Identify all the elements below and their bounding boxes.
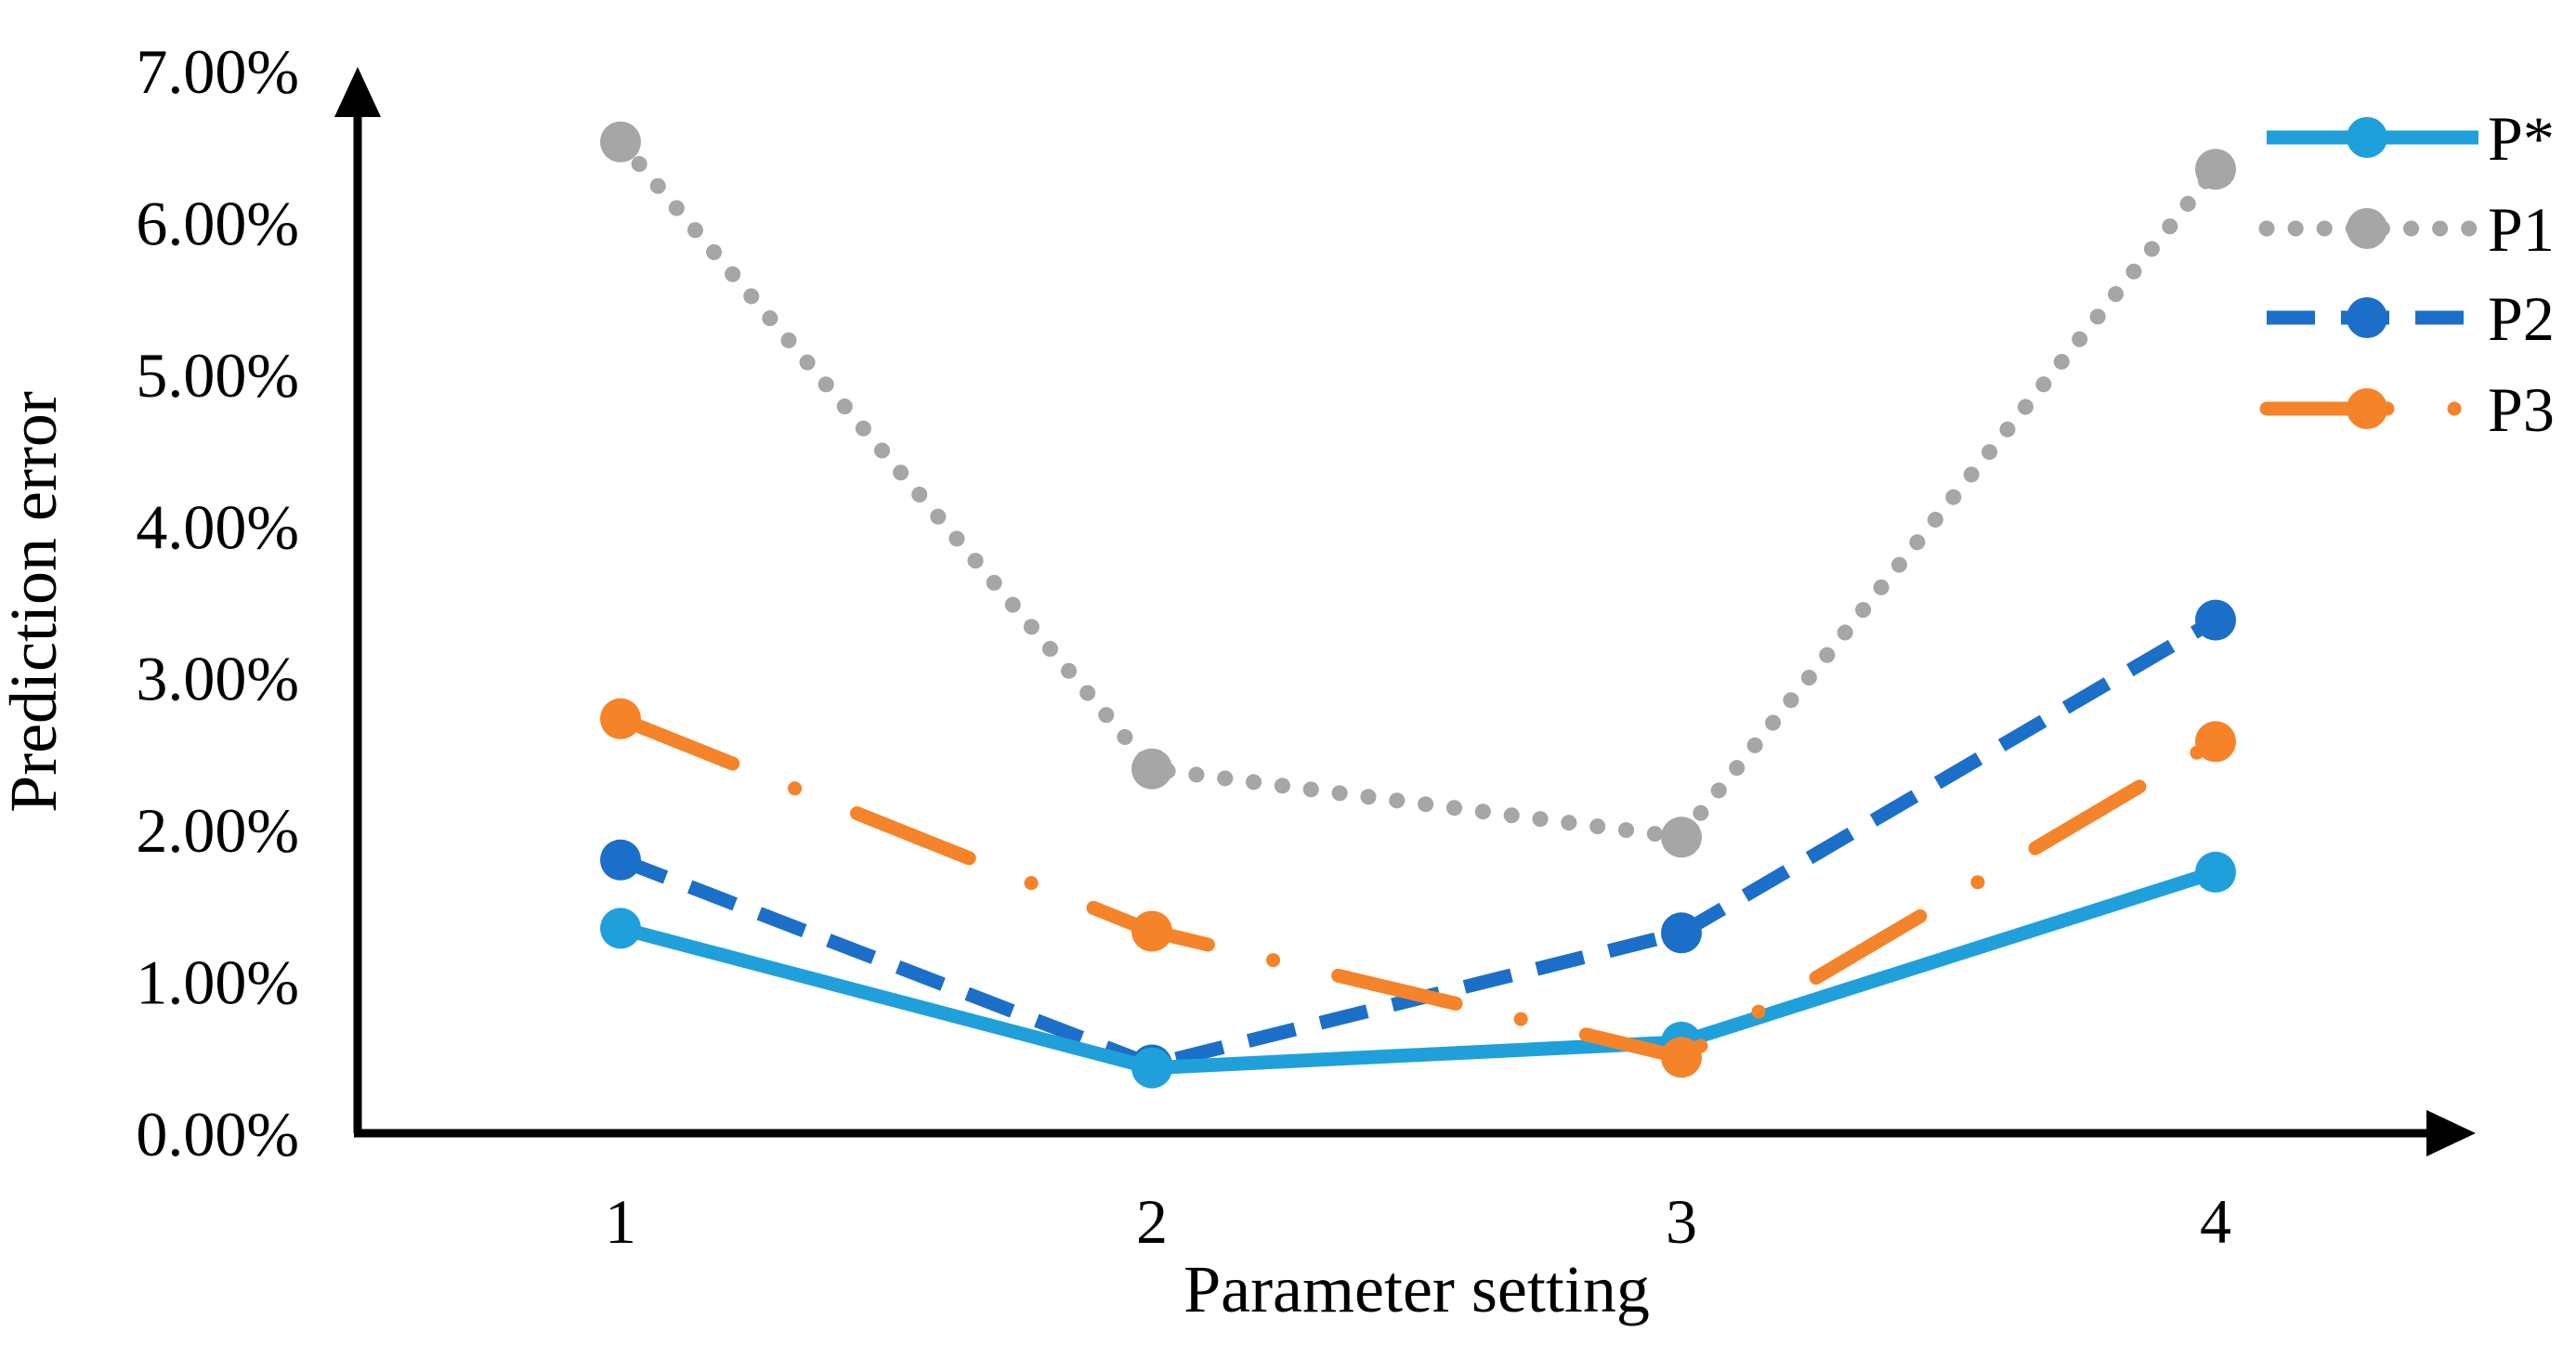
series-line-pstar	[619, 865, 2218, 1076]
y-tick-label: 7.00%	[136, 36, 299, 107]
data-point-p3	[2195, 721, 2236, 763]
data-point-pstar	[2195, 851, 2236, 893]
legend: P* P1 P2 P3	[2258, 103, 2555, 445]
y-tick-label: 3.00%	[136, 644, 299, 714]
y-tick-label: 1.00%	[136, 947, 299, 1018]
axes	[334, 67, 2476, 1156]
legend-marker-p3	[2347, 388, 2387, 429]
data-point-pstar	[1131, 1047, 1172, 1089]
data-point-pstar	[600, 908, 641, 949]
x-axis-title: Parameter setting	[1183, 1252, 1650, 1326]
series-line-p1	[612, 134, 2224, 845]
data-point-p1	[1661, 816, 1702, 858]
legend-marker-pstar	[2347, 117, 2387, 158]
series-p3	[600, 698, 2236, 1078]
series-layer	[600, 121, 2236, 1089]
series-p2	[600, 599, 2236, 1086]
data-point-p1	[2195, 149, 2236, 190]
legend-item-p1: P1	[2258, 194, 2555, 265]
data-point-p1	[600, 121, 641, 163]
y-tick-label: 5.00%	[136, 340, 299, 411]
legend-item-p3: P3	[2259, 374, 2555, 445]
y-tick-label: 4.00%	[136, 491, 299, 562]
legend-item-pstar: P*	[2267, 103, 2555, 174]
legend-label-p2: P2	[2488, 283, 2555, 354]
x-axis-arrow	[2426, 1110, 2476, 1156]
legend-label-p3: P3	[2488, 374, 2555, 445]
data-point-p2	[2195, 599, 2236, 641]
series-p1	[600, 121, 2236, 858]
data-point-p2	[600, 839, 641, 881]
x-tick-label: 1	[605, 1186, 636, 1257]
x-tick-labels: 1 2 3 4	[605, 1186, 2231, 1257]
data-point-p3	[1661, 1037, 1702, 1078]
x-tick-label: 2	[1136, 1186, 1168, 1257]
y-axis-arrow	[334, 67, 381, 117]
x-tick-label: 3	[1666, 1186, 1697, 1257]
y-tick-label: 6.00%	[136, 188, 299, 258]
legend-label-pstar: P*	[2488, 103, 2555, 174]
legend-label-p1: P1	[2488, 194, 2555, 265]
y-axis-title: Prediction error	[0, 391, 71, 813]
y-tick-label: 0.00%	[136, 1099, 299, 1169]
legend-marker-p1	[2347, 208, 2387, 249]
series-line-p3	[613, 712, 2223, 1064]
x-tick-label: 4	[2200, 1186, 2231, 1257]
legend-item-p2: P2	[2267, 283, 2555, 354]
series-pstar	[600, 851, 2236, 1089]
data-point-p3	[1131, 910, 1172, 952]
legend-marker-p2	[2347, 297, 2387, 338]
y-tick-label: 2.00%	[136, 795, 299, 866]
y-tick-labels: 0.00% 1.00% 2.00% 3.00% 4.00% 5.00% 6.00% 7.00%	[136, 36, 299, 1169]
data-point-p1	[1131, 748, 1172, 790]
data-point-p3	[600, 698, 641, 739]
data-point-p2	[1661, 912, 1702, 954]
